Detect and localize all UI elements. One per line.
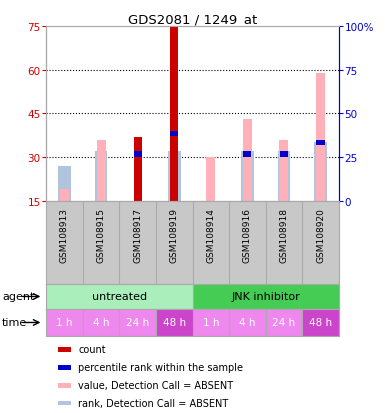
- Text: count: count: [79, 345, 106, 355]
- Text: GSM108916: GSM108916: [243, 208, 252, 263]
- Bar: [229, 309, 266, 336]
- Bar: [266, 309, 302, 336]
- Bar: [58, 166, 71, 201]
- Text: agent: agent: [2, 292, 34, 302]
- Text: JNK inhibitor: JNK inhibitor: [231, 292, 300, 302]
- Bar: [46, 284, 192, 309]
- Bar: [58, 401, 71, 406]
- Text: GSM108918: GSM108918: [280, 208, 288, 263]
- Bar: [156, 309, 192, 336]
- Bar: [95, 152, 107, 201]
- Bar: [280, 152, 288, 157]
- Text: GSM108920: GSM108920: [316, 208, 325, 263]
- Text: value, Detection Call = ABSENT: value, Detection Call = ABSENT: [79, 380, 234, 391]
- Text: time: time: [2, 318, 27, 328]
- Text: untreated: untreated: [92, 292, 147, 302]
- Text: 1 h: 1 h: [203, 318, 219, 328]
- Bar: [316, 140, 325, 146]
- Bar: [192, 309, 229, 336]
- Bar: [192, 284, 339, 309]
- Bar: [243, 152, 251, 157]
- Bar: [83, 309, 119, 336]
- Bar: [119, 309, 156, 336]
- Text: GSM108917: GSM108917: [133, 208, 142, 263]
- Bar: [241, 152, 254, 201]
- Bar: [97, 140, 105, 201]
- Bar: [60, 190, 69, 201]
- Text: 1 h: 1 h: [56, 318, 73, 328]
- Bar: [278, 152, 290, 201]
- Text: percentile rank within the sample: percentile rank within the sample: [79, 363, 243, 373]
- Text: 24 h: 24 h: [272, 318, 296, 328]
- Bar: [46, 309, 83, 336]
- Text: rank, Detection Call = ABSENT: rank, Detection Call = ABSENT: [79, 399, 229, 408]
- Bar: [170, 27, 178, 201]
- Bar: [280, 140, 288, 201]
- Bar: [58, 383, 71, 387]
- Text: 48 h: 48 h: [162, 318, 186, 328]
- Text: GSM108919: GSM108919: [170, 208, 179, 263]
- Text: 24 h: 24 h: [126, 318, 149, 328]
- Text: 4 h: 4 h: [239, 318, 256, 328]
- Title: GDS2081 / 1249_at: GDS2081 / 1249_at: [128, 13, 257, 26]
- Bar: [134, 137, 142, 201]
- Bar: [243, 120, 252, 201]
- Bar: [58, 348, 71, 352]
- Bar: [168, 152, 181, 201]
- Text: GSM108913: GSM108913: [60, 208, 69, 263]
- Bar: [58, 366, 71, 370]
- Text: 48 h: 48 h: [309, 318, 332, 328]
- Text: GSM108914: GSM108914: [206, 208, 215, 263]
- Bar: [170, 132, 178, 137]
- Bar: [302, 309, 339, 336]
- Bar: [314, 143, 327, 201]
- Bar: [316, 74, 325, 201]
- Text: 4 h: 4 h: [93, 318, 109, 328]
- Text: GSM108915: GSM108915: [97, 208, 105, 263]
- Bar: [134, 152, 142, 157]
- Bar: [206, 158, 215, 201]
